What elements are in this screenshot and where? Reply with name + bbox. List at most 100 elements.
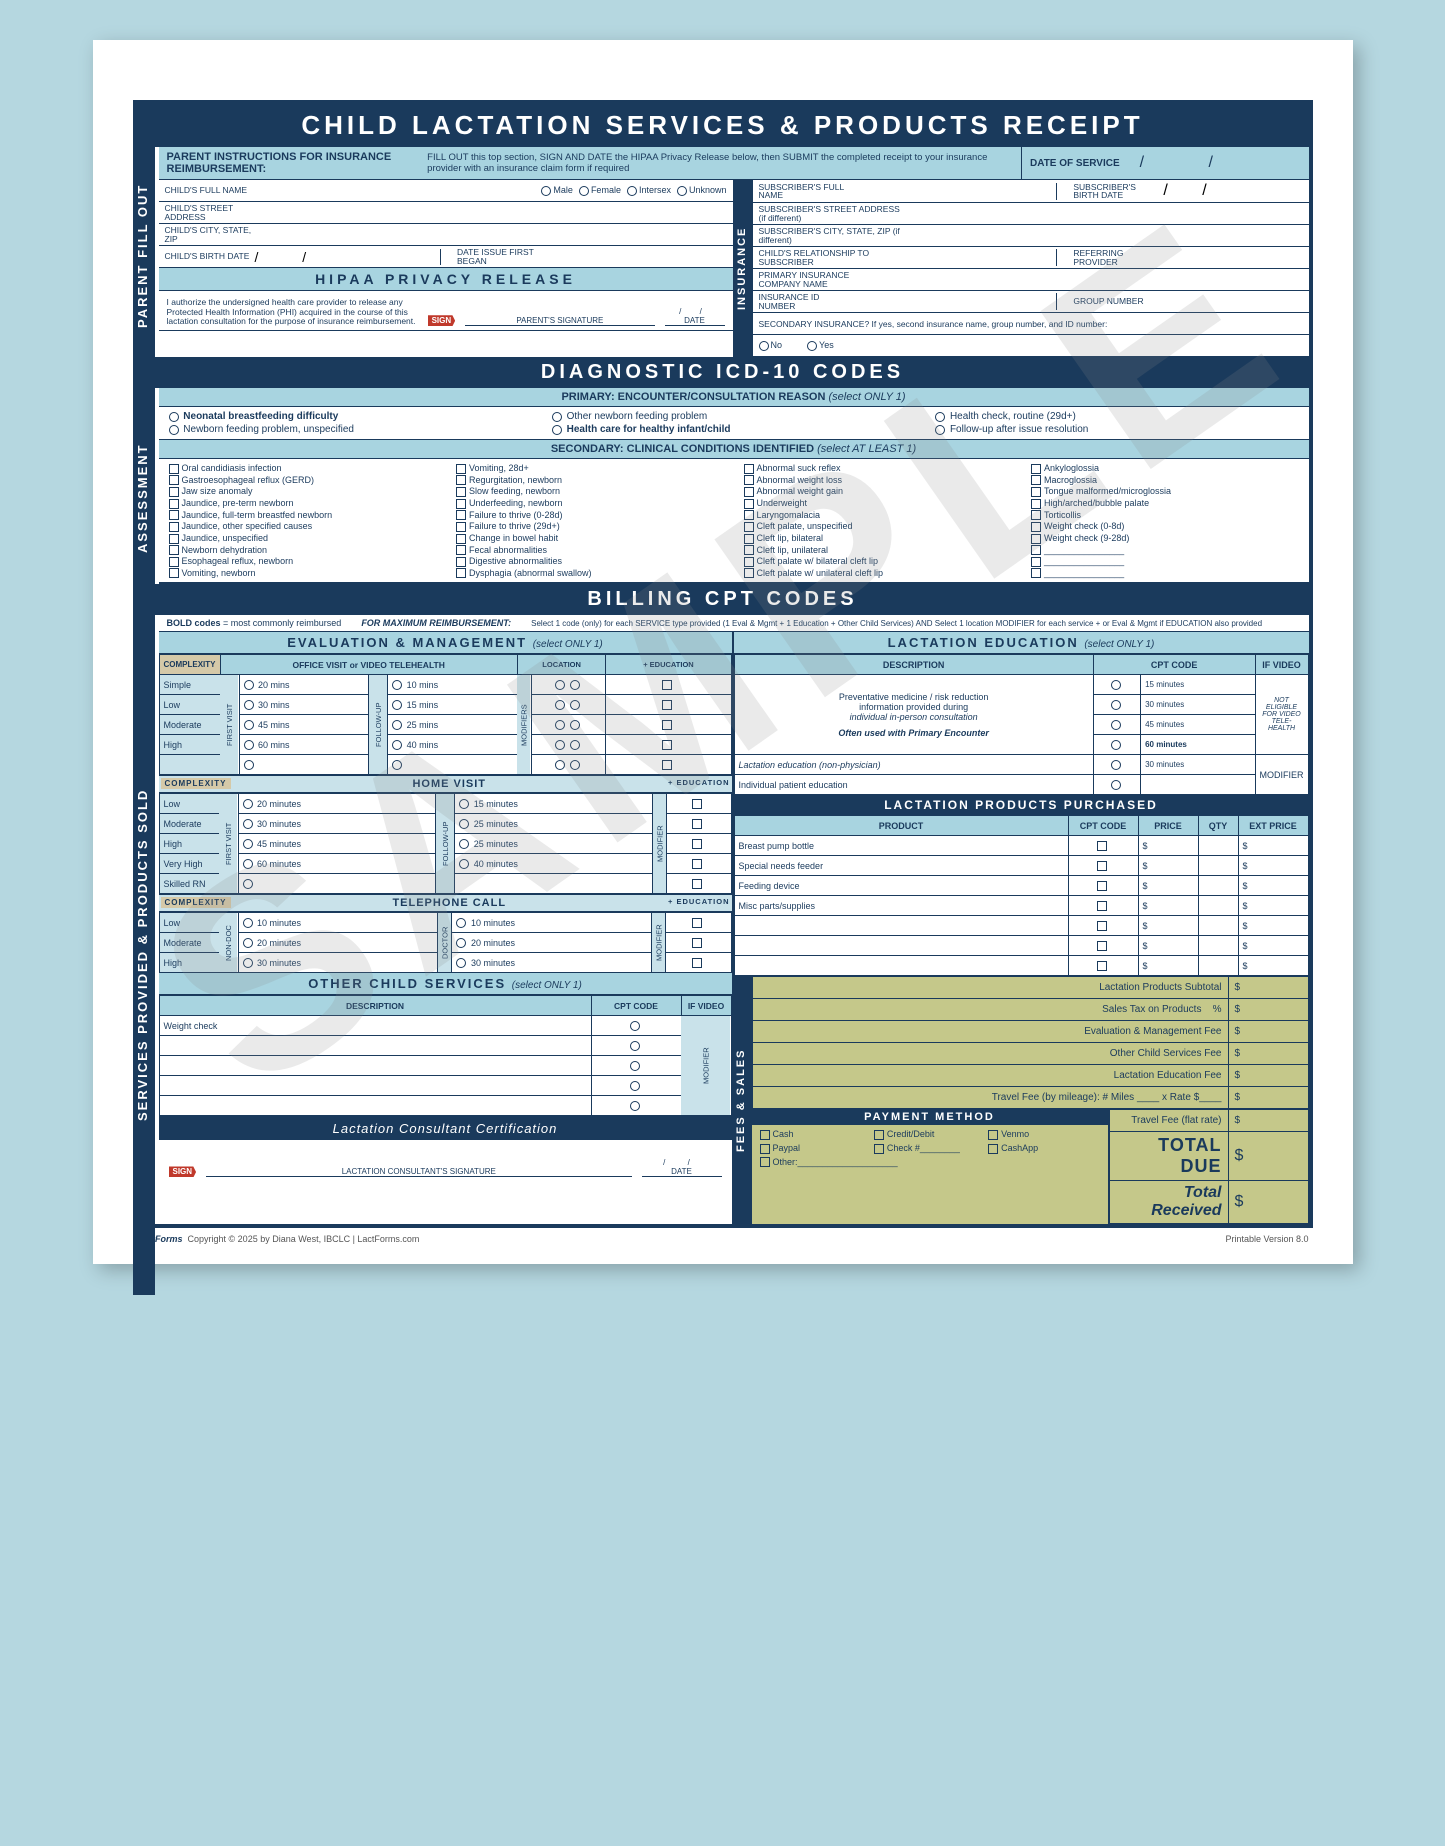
cert-title: Lactation Consultant Certification [159, 1117, 732, 1140]
cert-signature[interactable]: SIGN LACTATION CONSULTANT'S SIGNATURE / … [159, 1140, 732, 1183]
le-table[interactable]: DESCRIPTIONCPT CODEIF VIDEO Preventative… [734, 654, 1309, 795]
secondary-item[interactable]: Jaundice, full-term breastfed newborn [169, 510, 437, 521]
secondary-item[interactable]: Cleft palate w/ bilateral cleft lip [744, 556, 1012, 567]
secondary-item[interactable]: High/arched/bubble palate [1031, 498, 1299, 509]
company-field[interactable]: PRIMARY INSURANCE COMPANY NAME [753, 269, 1309, 291]
secondary-item[interactable]: Failure to thrive (0-28d) [456, 510, 724, 521]
secondary-item[interactable]: Jaundice, unspecified [169, 533, 437, 544]
billing-note: BOLD codes = most commonly reimbursed FO… [159, 615, 1309, 632]
secondary-item[interactable]: Jaundice, other specified causes [169, 521, 437, 532]
sign-badge: SIGN [428, 315, 456, 326]
product-row[interactable]: Breast pump bottle$$ [734, 836, 1308, 856]
hipaa-text: I authorize the undersigned health care … [167, 298, 418, 326]
product-row[interactable]: Special needs feeder$$ [734, 856, 1308, 876]
secondary-item[interactable]: Vomiting, 28d+ [456, 463, 724, 474]
secondary-yesno[interactable]: No Yes [753, 335, 1309, 357]
city-field[interactable]: CHILD'S CITY, STATE, ZIP [159, 224, 733, 246]
secondary-item[interactable]: Cleft palate, unspecified [744, 521, 1012, 532]
secondary-item[interactable]: Change in bowel habit [456, 533, 724, 544]
icd-header: DIAGNOSTIC ICD-10 CODES [137, 357, 1309, 388]
fees-section: FEES & SALES Lactation Products Subtotal… [734, 976, 1309, 1224]
secondary-item[interactable]: Macroglossia [1031, 475, 1299, 486]
secondary-item[interactable]: Weight check (0-8d) [1031, 521, 1299, 532]
secondary-item[interactable]: Abnormal weight gain [744, 486, 1012, 497]
secondary-item[interactable]: Slow feeding, newborn [456, 486, 724, 497]
secondary-item[interactable]: Torticollis [1031, 510, 1299, 521]
secondary-item[interactable]: ________________ [1031, 545, 1299, 556]
secondary-item[interactable]: Underfeeding, newborn [456, 498, 724, 509]
primary-bar: PRIMARY: ENCOUNTER/CONSULTATION REASON (… [159, 388, 1309, 407]
secondary-item[interactable]: Failure to thrive (29d+) [456, 521, 724, 532]
hipaa-body: I authorize the undersigned health care … [159, 291, 733, 331]
product-row[interactable]: $$ [734, 916, 1308, 936]
secondary-item[interactable]: Laryngomalacia [744, 510, 1012, 521]
cert-date-line[interactable]: / /DATE [642, 1146, 722, 1177]
payment-header: PAYMENT METHOD [752, 1109, 1108, 1125]
parent-signature-line[interactable]: PARENT'S SIGNATURE [465, 304, 654, 326]
secondary-item[interactable]: Vomiting, newborn [169, 568, 437, 579]
secondary-item[interactable]: Newborn dehydration [169, 545, 437, 556]
secondary-item[interactable]: Dysphagia (abnormal swallow) [456, 568, 724, 579]
page: SAMPLE CHILD LACTATION SERVICES & PRODUC… [93, 40, 1353, 1264]
secondary-item[interactable]: Cleft lip, bilateral [744, 533, 1012, 544]
sub-street-field[interactable]: SUBSCRIBER'S STREET ADDRESS (if differen… [753, 203, 1309, 225]
date-of-service[interactable]: DATE OF SERVICE / / [1021, 147, 1309, 179]
secondary-item[interactable]: Jaw size anomaly [169, 486, 437, 497]
secondary-item[interactable]: Ankyloglossia [1031, 463, 1299, 474]
secondary-item[interactable]: Cleft palate w/ unilateral cleft lip [744, 568, 1012, 579]
product-row[interactable]: Misc parts/supplies$$ [734, 896, 1308, 916]
office-visit-table[interactable]: COMPLEXITY OFFICE VISIT or VIDEO TELEHEA… [159, 654, 732, 775]
main-title: CHILD LACTATION SERVICES & PRODUCTS RECE… [137, 104, 1309, 147]
home-visit-table[interactable]: LowFIRST VISIT 20 minutesFOLLOW-UP 15 mi… [159, 793, 732, 894]
total-due-label: TOTAL DUE [1109, 1132, 1228, 1181]
total-received-label: Total Received [1109, 1181, 1228, 1224]
birth-issue-row[interactable]: CHILD'S BIRTH DATE/ / DATE ISSUE FIRST B… [159, 246, 733, 268]
secondary-ins-row[interactable]: SECONDARY INSURANCE? If yes, second insu… [753, 313, 1309, 335]
other-services-table[interactable]: DESCRIPTIONCPT CODEIF VIDEO Weight check… [159, 995, 732, 1116]
secondary-item[interactable]: Weight check (9-28d) [1031, 533, 1299, 544]
secondary-item[interactable]: Digestive abnormalities [456, 556, 724, 567]
fees-table[interactable]: Lactation Products Subtotal$ Sales Tax o… [752, 976, 1309, 1109]
street-field[interactable]: CHILD'S STREET ADDRESS [159, 202, 733, 224]
secondary-item[interactable]: Abnormal suck reflex [744, 463, 1012, 474]
products-table[interactable]: PRODUCT CPT CODE PRICE QTY EXT PRICE Bre… [734, 815, 1309, 976]
id-group-row[interactable]: INSURANCE ID NUMBER GROUP NUMBER [753, 291, 1309, 313]
consultant-sig-line[interactable]: LACTATION CONSULTANT'S SIGNATURE [206, 1155, 631, 1177]
secondary-item[interactable]: Esophageal reflux, newborn [169, 556, 437, 567]
secondary-item[interactable]: Oral candidiasis infection [169, 463, 437, 474]
product-row[interactable]: $$ [734, 936, 1308, 956]
product-row[interactable]: Feeding device$$ [734, 876, 1308, 896]
product-row[interactable]: $$ [734, 956, 1308, 976]
child-name-label: CHILD'S FULL NAME [165, 186, 255, 195]
cert-section: Lactation Consultant Certification SIGN … [159, 1116, 732, 1183]
secondary-item[interactable]: Gastroesophageal reflux (GERD) [169, 475, 437, 486]
secondary-item[interactable]: Underweight [744, 498, 1012, 509]
secondary-item[interactable]: ________________ [1031, 556, 1299, 567]
secondary-item[interactable]: Abnormal weight loss [744, 475, 1012, 486]
form-container: CHILD LACTATION SERVICES & PRODUCTS RECE… [133, 100, 1313, 1228]
em-column: EVALUATION & MANAGEMENT (select ONLY 1) … [159, 632, 734, 1224]
secondary-item[interactable]: Jaundice, pre-term newborn [169, 498, 437, 509]
relationship-row[interactable]: CHILD'S RELATIONSHIP TO SUBSCRIBER REFER… [753, 247, 1309, 269]
date-slashes: / / [1140, 154, 1243, 172]
footer-version: Printable Version 8.0 [1225, 1234, 1308, 1244]
vlabel-fees: FEES & SALES [734, 976, 752, 1224]
child-name-field[interactable]: CHILD'S FULL NAME Male Female Intersex U… [159, 180, 733, 202]
secondary-item[interactable]: Tongue malformed/microglossia [1031, 486, 1299, 497]
gender-options[interactable]: Male Female Intersex Unknown [541, 185, 726, 196]
other-services-header: OTHER CHILD SERVICES (select ONLY 1) [159, 973, 732, 995]
sub-city-field[interactable]: SUBSCRIBER'S CITY, STATE, ZIP (if differ… [753, 225, 1309, 247]
secondary-item[interactable]: Cleft lip, unilateral [744, 545, 1012, 556]
date-service-label: DATE OF SERVICE [1030, 158, 1120, 169]
secondary-item[interactable]: Regurgitation, newborn [456, 475, 724, 486]
secondary-grid[interactable]: Oral candidiasis infection Vomiting, 28d+… [159, 459, 1309, 584]
payment-options[interactable]: Cash Credit/Debit Venmo Paypal Check #__… [752, 1125, 1108, 1171]
subscriber-name-row[interactable]: SUBSCRIBER'S FULL NAME SUBSCRIBER'S BIRT… [753, 180, 1309, 203]
products-header: LACTATION PRODUCTS PURCHASED [734, 795, 1309, 815]
primary-options[interactable]: Neonatal breastfeeding difficulty Other … [159, 407, 1309, 440]
hipaa-header: HIPAA PRIVACY RELEASE [159, 268, 733, 291]
hipaa-date-line[interactable]: / /DATE [665, 295, 725, 326]
phone-table[interactable]: LowNON-DOC 10 minutesDOCTOR 10 minutesMO… [159, 912, 732, 973]
secondary-item[interactable]: Fecal abnormalities [456, 545, 724, 556]
secondary-item[interactable]: ________________ [1031, 568, 1299, 579]
